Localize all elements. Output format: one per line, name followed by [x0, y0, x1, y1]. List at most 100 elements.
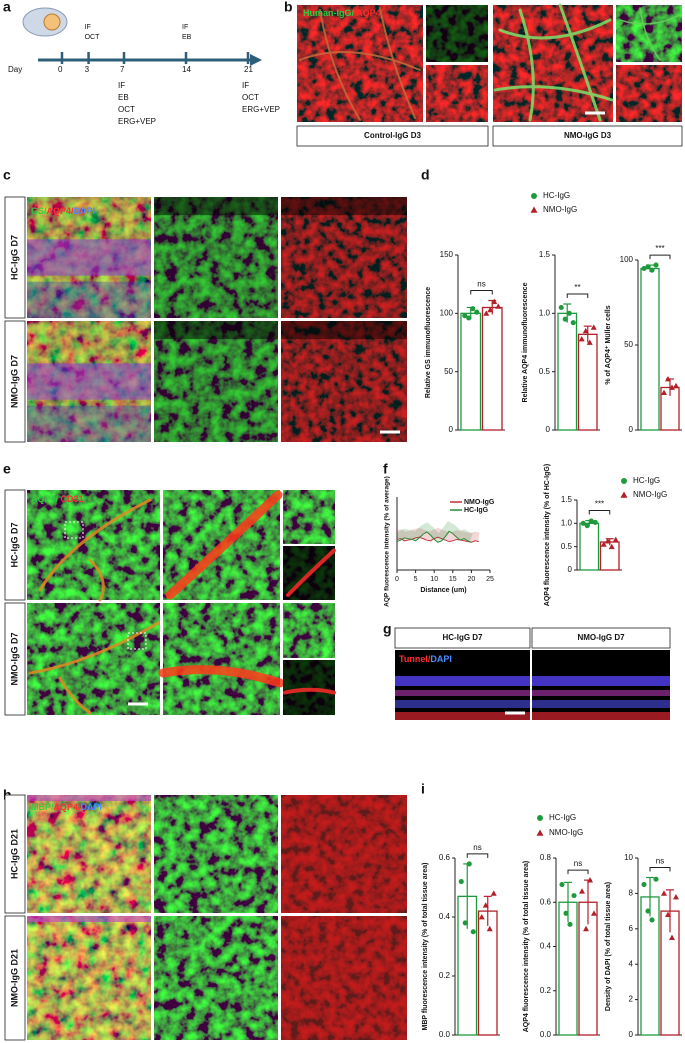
micrograph-texture	[154, 197, 278, 318]
data-point	[466, 315, 472, 321]
data-point	[645, 908, 651, 914]
data-point	[536, 829, 544, 836]
panel-letter: e	[3, 461, 11, 477]
micrograph-texture	[27, 603, 160, 715]
day-number: 21	[244, 65, 253, 74]
row-label-box	[4, 489, 26, 601]
data-point	[592, 519, 598, 525]
micrograph-texture	[283, 490, 335, 544]
y-axis-label: Relative GS immunofluorescence	[425, 287, 432, 398]
data-point	[482, 902, 489, 908]
tissue-layer	[281, 197, 407, 216]
vessel	[38, 498, 152, 602]
y-tick-label: 0.6	[439, 853, 451, 862]
event-label: EB	[182, 34, 192, 41]
tissue-layer	[27, 363, 151, 400]
panel-letter: b	[284, 0, 293, 15]
event-label: ERG+VEP	[242, 105, 280, 114]
stain-part: DAPI	[81, 802, 103, 812]
row-label: HC-IgG D7	[9, 235, 19, 280]
panel-letter: f	[383, 461, 388, 477]
roi-box	[127, 632, 147, 650]
stain-part: Human-IgG/	[303, 8, 356, 18]
tissue-layer	[281, 795, 407, 913]
tissue-layer	[27, 405, 151, 442]
y-axis-label: AQP4 fluorescence intensity (% of HC-IgG…	[544, 464, 551, 606]
data-point	[470, 929, 476, 935]
y-tick-label: 0.5	[561, 542, 573, 551]
data-point	[653, 262, 659, 268]
data-point	[495, 303, 502, 309]
day-number: 0	[58, 65, 63, 74]
y-tick-label: 1.5	[539, 250, 551, 259]
y-tick-label: 0.0	[439, 1030, 451, 1039]
data-point	[669, 934, 675, 941]
data-point	[583, 925, 589, 932]
stain-part: AQP4/	[54, 802, 82, 812]
line	[396, 530, 472, 543]
stain-part: DAPI	[430, 654, 452, 664]
day-number: 7	[120, 65, 125, 74]
data-point	[491, 298, 498, 305]
bar	[640, 896, 660, 1036]
caption-box	[296, 125, 489, 147]
y-tick-label: 100	[440, 308, 454, 317]
significance-label: ns	[656, 857, 664, 866]
micrograph-texture	[283, 603, 335, 658]
data-point	[580, 520, 586, 526]
stain-part: DAPI	[74, 206, 96, 216]
x-tick-label: 10	[430, 576, 438, 583]
data-point	[490, 890, 497, 896]
bar	[577, 333, 598, 431]
data-point	[649, 917, 655, 923]
panel-letter: d	[421, 167, 430, 183]
eye-lens	[43, 13, 61, 31]
y-tick-label: 0	[568, 565, 573, 574]
stain-label: Tunnel/DAPI	[399, 654, 452, 664]
y-tick-label: 50	[624, 340, 633, 349]
timeline-arrow	[250, 54, 262, 66]
data-point	[563, 910, 569, 916]
data-point	[530, 206, 538, 213]
y-tick-label: 1.0	[539, 308, 551, 317]
micrograph-texture	[616, 5, 682, 62]
data-point	[649, 267, 655, 273]
data-point	[582, 327, 589, 334]
tissue-layer	[154, 197, 278, 216]
row-label-box	[4, 915, 26, 1041]
data-point	[641, 265, 647, 272]
data-point	[562, 316, 568, 322]
data-point	[570, 320, 576, 326]
data-point	[462, 920, 468, 926]
y-tick-label: 2	[629, 995, 634, 1004]
micrograph-texture	[426, 65, 488, 122]
significance-bracket	[566, 293, 589, 298]
y-tick-label: 8	[629, 889, 634, 898]
tissue-layer	[532, 676, 670, 686]
significance-label: ns	[477, 280, 485, 289]
data-point	[665, 376, 671, 382]
day-label: Day	[8, 65, 22, 74]
tissue-layer	[395, 676, 530, 686]
row-label: HC-IgG D7	[9, 523, 19, 568]
micrograph-texture	[426, 5, 488, 62]
data-point	[673, 382, 679, 389]
y-axis-label: AQP4 fluorescence intensity (% of total …	[523, 861, 530, 1033]
legend-entry: NMO-IgG	[464, 499, 495, 506]
row-label-box	[4, 320, 26, 443]
event-label: IF	[242, 81, 249, 90]
micrograph-texture	[283, 660, 335, 715]
stain-part: AQP4/	[47, 206, 75, 216]
y-tick-label: 1.0	[561, 518, 573, 527]
legend-entry: NMO-IgG	[549, 828, 583, 837]
data-point	[588, 518, 594, 524]
tissue-layer	[532, 700, 670, 708]
y-tick-label: 0	[546, 425, 551, 434]
significance-bracket	[649, 866, 671, 872]
data-point	[466, 861, 472, 867]
significance-label: ***	[595, 500, 604, 509]
tissue-layer	[27, 281, 151, 318]
data-point	[483, 310, 490, 316]
y-tick-label: 0	[629, 425, 634, 434]
